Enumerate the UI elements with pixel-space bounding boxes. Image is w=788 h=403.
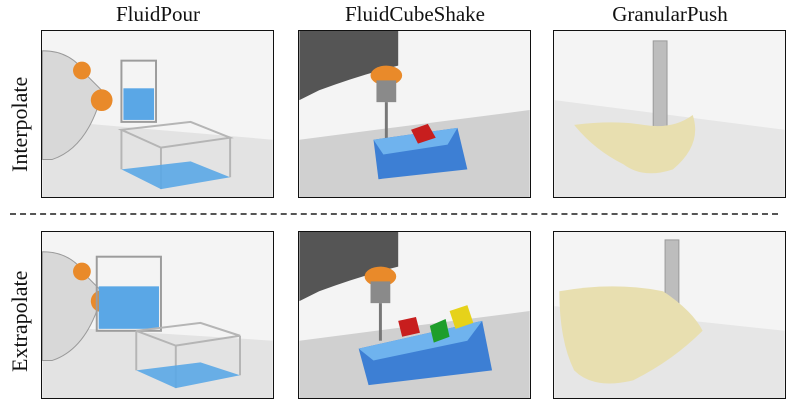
fluidcubeshake-scene-interpolate — [299, 31, 530, 197]
granularpush-scene-extrapolate — [554, 239, 785, 398]
panel-fluidcubeshake-extrapolate — [298, 231, 531, 399]
panel-fluidcubeshake-interpolate — [298, 30, 531, 198]
row-title-interpolate: Interpolate — [7, 76, 32, 172]
panel-granularpush-extrapolate — [553, 231, 786, 399]
column-title-granularpush: GranularPush — [612, 2, 728, 26]
granularpush-scene-interpolate — [554, 40, 785, 197]
row-divider — [10, 213, 778, 215]
fluidpour-scene-extrapolate — [42, 251, 273, 398]
panel-fluidpour-interpolate — [41, 30, 274, 198]
panel-granularpush-interpolate — [553, 30, 786, 198]
row-title-extrapolate: Extrapolate — [7, 270, 32, 372]
fluidpour-scene-interpolate — [42, 50, 273, 197]
panel-fluidpour-extrapolate — [41, 231, 274, 399]
fluidcubeshake-scene-extrapolate — [299, 232, 530, 398]
column-title-fluidpour: FluidPour — [115, 2, 201, 26]
column-title-fluidcubeshake: FluidCubeShake — [345, 2, 485, 26]
